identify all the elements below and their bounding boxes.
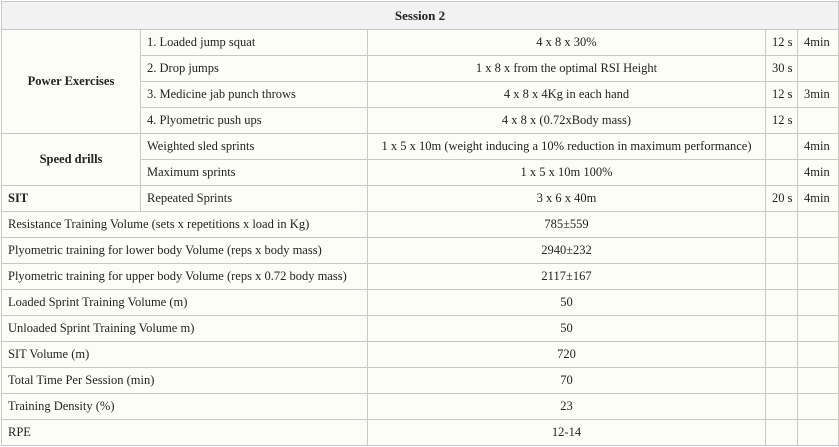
volume-row: Loaded Sprint Training Volume (m) 50 <box>1 289 839 316</box>
duration: 4min <box>796 29 839 56</box>
volume-value: 50 <box>367 289 766 316</box>
volume-value: 2117±167 <box>367 263 766 290</box>
duration: 4min <box>796 185 839 212</box>
volume-row: Resistance Training Volume (sets x repet… <box>1 211 839 238</box>
empty-cell <box>765 341 798 368</box>
duration: 3min <box>796 81 839 108</box>
volume-label: Plyometric training for upper body Volum… <box>1 263 368 290</box>
protocol: 1 x 5 x 10m 100% <box>367 159 766 186</box>
rest: 12 s <box>765 107 798 134</box>
exercise-row: 3. Medicine jab punch throws 4 x 8 x 4Kg … <box>2 81 839 108</box>
volume-value: 50 <box>367 315 766 342</box>
rest: 12 s <box>765 29 798 56</box>
exercise-name: 1. Loaded jump squat <box>140 29 368 56</box>
volume-label: Unloaded Sprint Training Volume m) <box>1 315 368 342</box>
duration <box>796 55 839 82</box>
group-name: Speed drills <box>1 133 141 186</box>
empty-cell <box>765 419 798 446</box>
volume-row: Total Time Per Session (min) 70 <box>1 367 839 394</box>
empty-cell <box>796 393 839 420</box>
exercise-name: 2. Drop jumps <box>140 55 368 82</box>
empty-cell <box>796 263 839 290</box>
exercise-name: Repeated Sprints <box>140 185 368 212</box>
duration <box>796 107 839 134</box>
protocol: 4 x 8 x 30% <box>367 29 766 56</box>
empty-cell <box>796 237 839 264</box>
protocol: 1 x 8 x from the optimal RSI Height <box>367 55 766 82</box>
duration: 4min <box>796 133 839 160</box>
rest: 20 s <box>765 185 798 212</box>
empty-cell <box>796 289 839 316</box>
exercise-row: 2. Drop jumps 1 x 8 x from the optimal RS… <box>2 55 839 82</box>
volume-label: SIT Volume (m) <box>1 341 368 368</box>
protocol: 1 x 5 x 10m (weight inducing a 10% reduc… <box>367 133 766 160</box>
rest: 30 s <box>765 55 798 82</box>
empty-cell <box>765 263 798 290</box>
empty-cell <box>765 289 798 316</box>
volume-value: 785±559 <box>367 211 766 238</box>
header-row: Session 2 <box>0 1 839 30</box>
volume-label: RPE <box>1 419 368 446</box>
volume-label: Loaded Sprint Training Volume (m) <box>1 289 368 316</box>
volume-value: 12-14 <box>367 419 766 446</box>
empty-cell <box>765 315 798 342</box>
exercise-name: Maximum sprints <box>140 159 368 186</box>
volume-value: 23 <box>367 393 766 420</box>
group-name: SIT <box>1 185 141 212</box>
rest: 12 s <box>765 81 798 108</box>
exercise-name: 3. Medicine jab punch throws <box>140 81 368 108</box>
volume-row: Training Density (%) 23 <box>1 393 839 420</box>
duration: 4min <box>796 159 839 186</box>
volume-row: Unloaded Sprint Training Volume m) 50 <box>1 315 839 342</box>
volume-label: Training Density (%) <box>1 393 368 420</box>
rest <box>765 133 798 160</box>
volume-value: 2940±232 <box>367 237 766 264</box>
exercise-name: 4. Plyometric push ups <box>140 107 368 134</box>
volume-label: Resistance Training Volume (sets x repet… <box>1 211 368 238</box>
empty-cell <box>796 211 839 238</box>
exercise-row: Maximum sprints 1 x 5 x 10m 100% 4min <box>2 159 839 186</box>
volume-row: RPE 12-14 <box>1 419 839 446</box>
volume-value: 70 <box>367 367 766 394</box>
table-title: Session 2 <box>0 1 839 30</box>
exercise-row: 4. Plyometric push ups 4 x 8 x (0.72xBody… <box>2 107 839 134</box>
empty-cell <box>796 341 839 368</box>
volume-row: SIT Volume (m) 720 <box>1 341 839 368</box>
group-name: Power Exercises <box>1 29 141 134</box>
volume-row: Plyometric training for lower body Volum… <box>1 237 839 264</box>
empty-cell <box>796 367 839 394</box>
empty-cell <box>796 419 839 446</box>
protocol: 3 x 6 x 40m <box>367 185 766 212</box>
exercise-row: SIT Repeated Sprints 3 x 6 x 40m 20 s 4min <box>1 185 839 212</box>
exercise-row: Speed drills Weighted sled sprints 1 x 5 x… <box>1 133 839 186</box>
protocol: 4 x 8 x 4Kg in each hand <box>367 81 766 108</box>
exercise-name: Weighted sled sprints <box>140 133 368 160</box>
protocol: 4 x 8 x (0.72xBody mass) <box>367 107 766 134</box>
volume-value: 720 <box>367 341 766 368</box>
volume-label: Plyometric training for lower body Volum… <box>1 237 368 264</box>
empty-cell <box>765 367 798 394</box>
empty-cell <box>796 315 839 342</box>
empty-cell <box>765 211 798 238</box>
exercise-row: Power Exercises 1. Loaded jump squat 4 x 8… <box>1 29 839 134</box>
empty-cell <box>765 237 798 264</box>
rest <box>765 159 798 186</box>
volume-row: Plyometric training for upper body Volum… <box>1 263 839 290</box>
empty-cell <box>765 393 798 420</box>
volume-label: Total Time Per Session (min) <box>1 367 368 394</box>
